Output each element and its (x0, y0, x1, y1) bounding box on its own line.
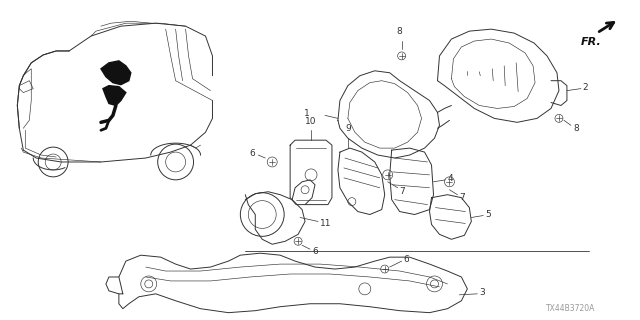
Text: 2: 2 (583, 83, 588, 92)
Polygon shape (101, 61, 131, 85)
Text: 10: 10 (305, 117, 317, 126)
Text: 6: 6 (250, 148, 255, 157)
Text: 8: 8 (397, 27, 403, 36)
Text: 3: 3 (479, 288, 485, 297)
Text: 6: 6 (404, 255, 410, 264)
Text: 6: 6 (312, 247, 318, 256)
Text: 4: 4 (447, 174, 453, 183)
Text: TX44B3720A: TX44B3720A (546, 304, 596, 313)
Text: 8: 8 (573, 124, 579, 133)
Polygon shape (103, 86, 126, 106)
Text: 1: 1 (304, 109, 310, 118)
Text: FR.: FR. (580, 37, 601, 47)
Text: 11: 11 (320, 219, 332, 228)
Text: 7: 7 (399, 187, 405, 196)
Text: 9: 9 (345, 124, 351, 133)
Text: 5: 5 (485, 210, 491, 219)
Text: 7: 7 (460, 193, 465, 202)
